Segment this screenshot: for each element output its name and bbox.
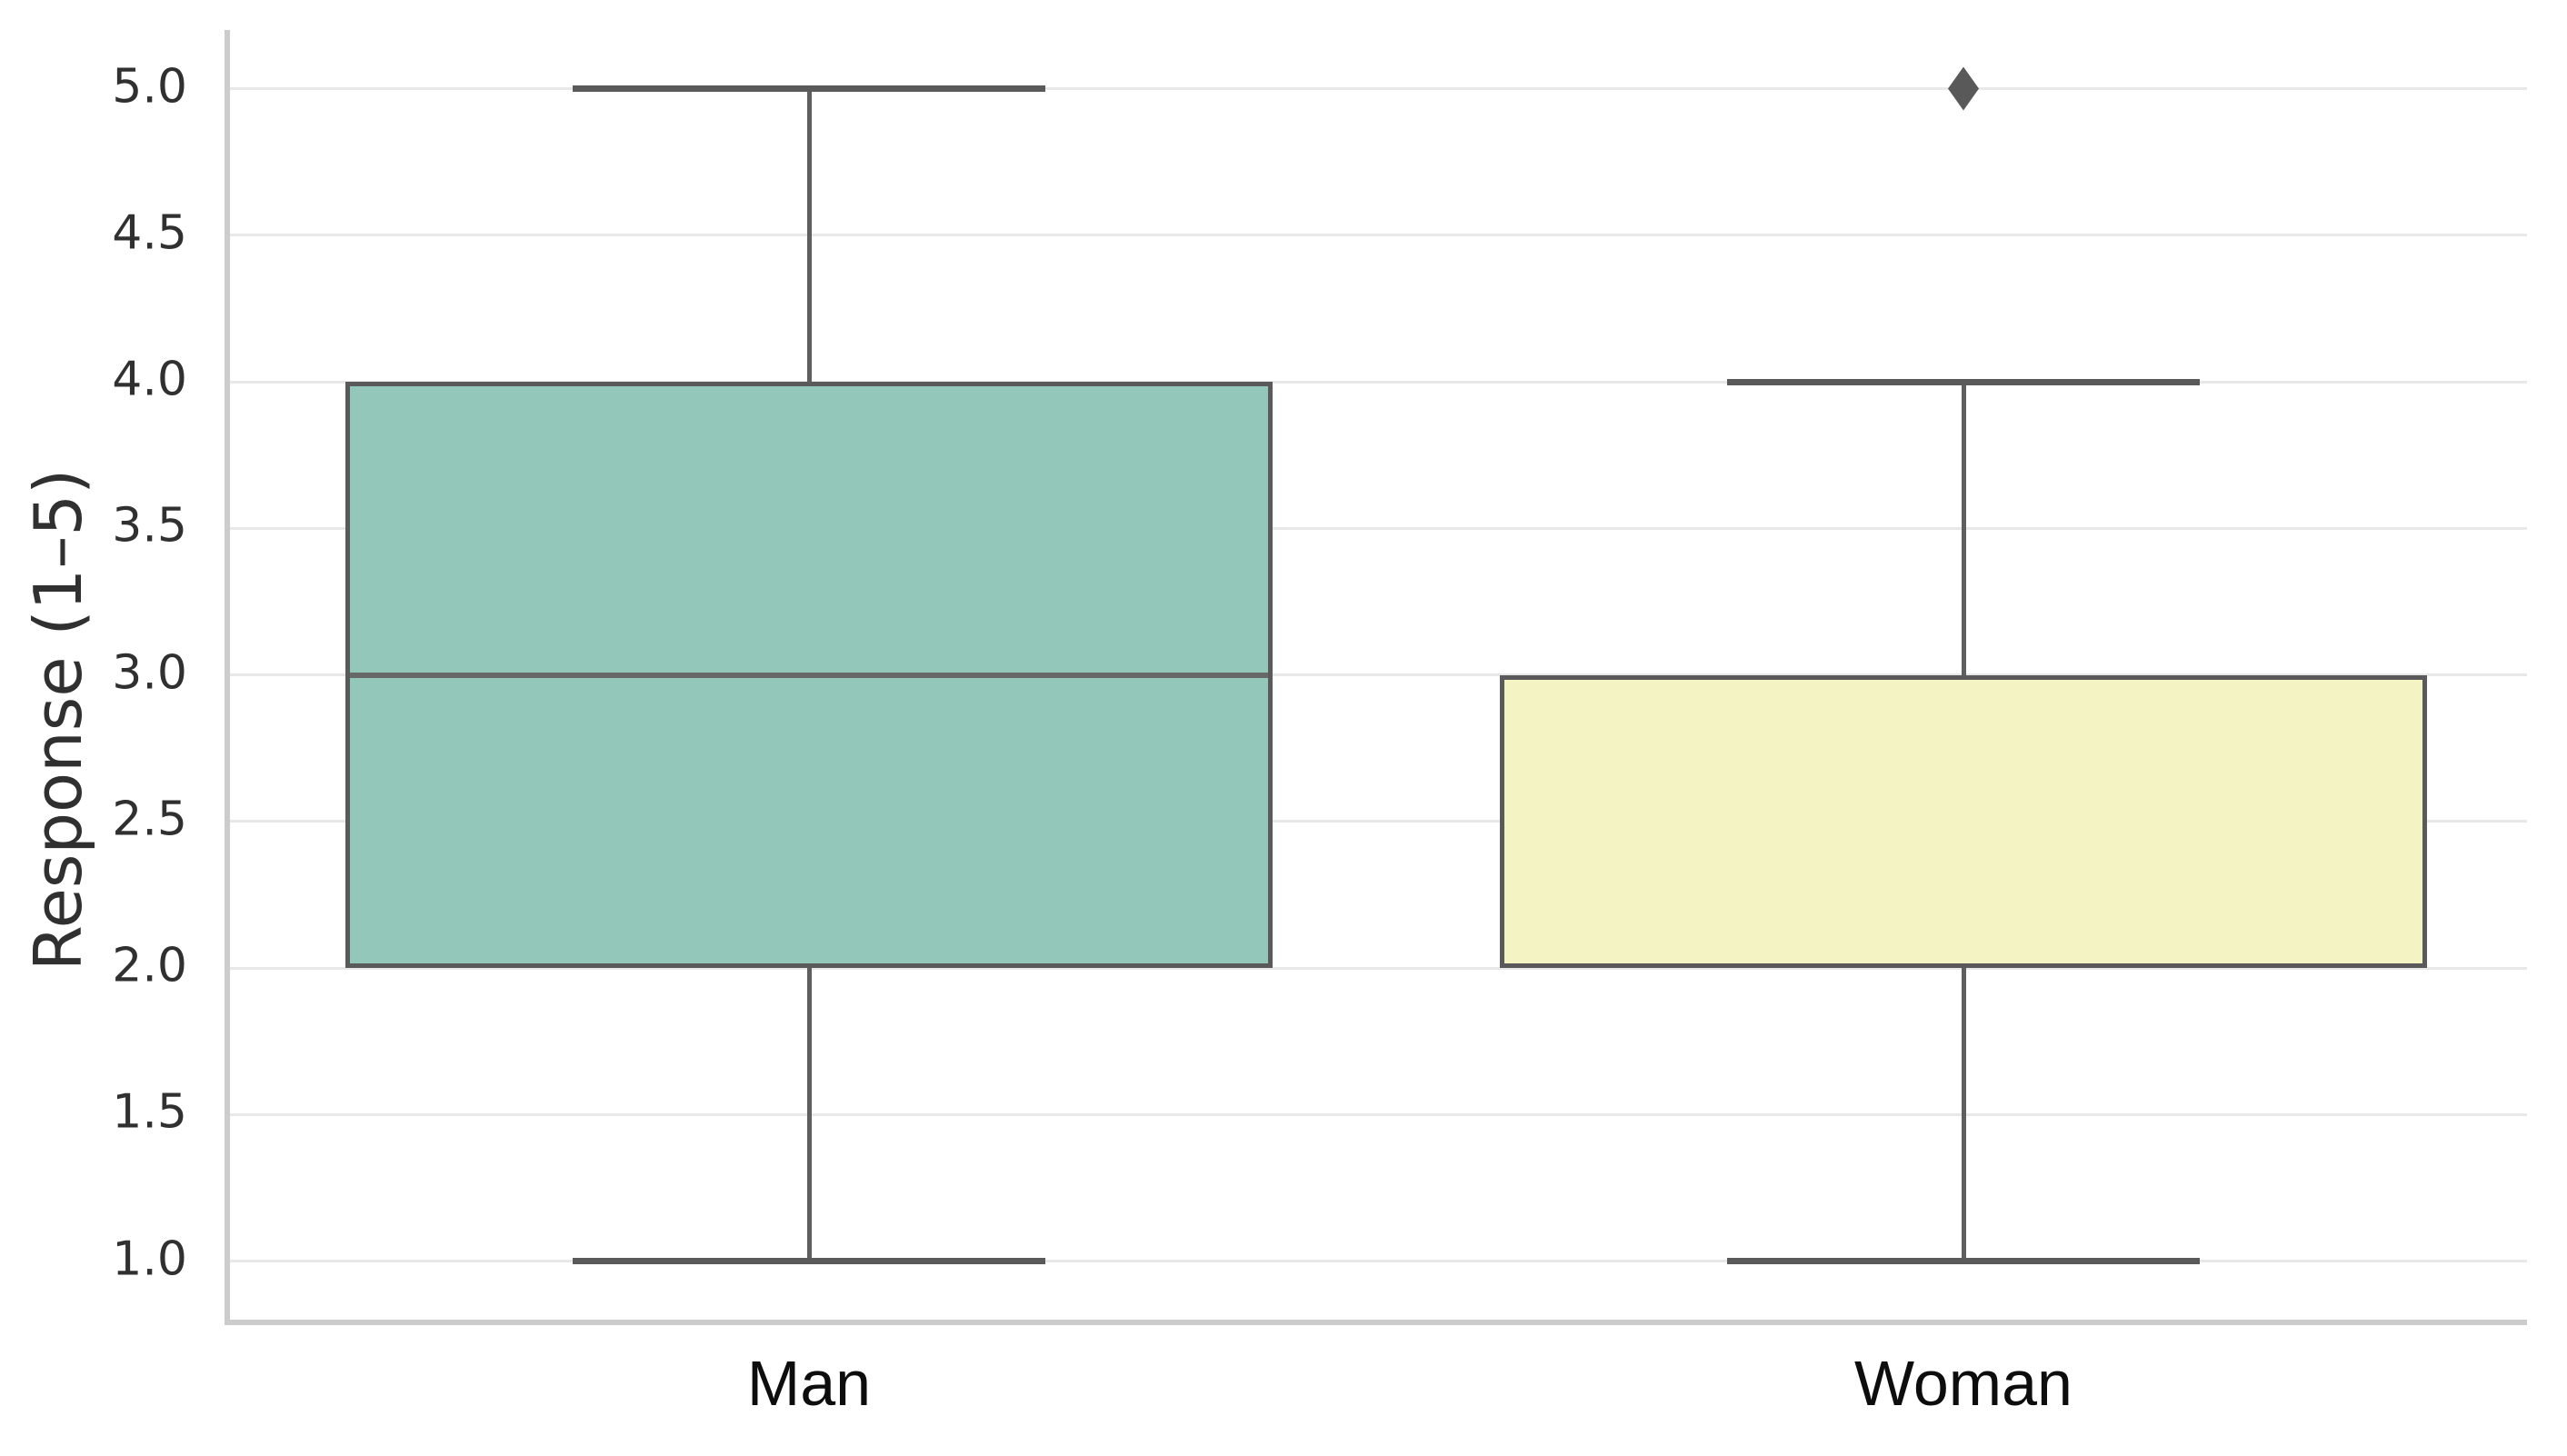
y-tick-label: 3.0: [112, 645, 187, 701]
gridline: [230, 234, 2527, 237]
cap-upper-man: [573, 85, 1045, 92]
y-tick-label: 4.0: [112, 352, 187, 407]
gridline: [230, 87, 2527, 90]
box-woman: [1500, 674, 2427, 968]
y-tick-label: 2.5: [112, 792, 187, 847]
y-tick-label: 5.0: [112, 59, 187, 115]
y-tick-label: 1.5: [112, 1084, 187, 1140]
gridline: [230, 526, 2527, 530]
whisker-upper-man: [806, 88, 812, 382]
gridline: [230, 966, 2527, 970]
gridline: [230, 820, 2527, 823]
x-tick-label-woman: Woman: [1854, 1348, 2073, 1419]
whisker-upper-woman: [1961, 382, 1966, 675]
bottom-spine: [225, 1320, 2527, 1325]
outlier-diamond-woman: [1948, 66, 1979, 111]
y-tick-label: 1.0: [112, 1232, 187, 1287]
y-tick-label: 2.0: [112, 938, 187, 993]
x-tick-label-man: Man: [746, 1348, 872, 1419]
median-line-man: [350, 672, 1268, 678]
y-tick-label: 4.5: [112, 205, 187, 261]
y-tick-label: 3.5: [112, 498, 187, 553]
whisker-lower-woman: [1961, 968, 1966, 1262]
gridline: [230, 1260, 2527, 1262]
gridline: [230, 673, 2527, 676]
whisker-lower-man: [806, 968, 812, 1262]
y-axis-label: Response (1–5): [20, 468, 96, 972]
cap-lower-man: [573, 1258, 1045, 1264]
cap-upper-woman: [1727, 378, 2200, 385]
cap-lower-woman: [1727, 1258, 2200, 1264]
gridline: [230, 1112, 2527, 1116]
gridline: [230, 380, 2527, 384]
left-spine: [225, 30, 230, 1325]
